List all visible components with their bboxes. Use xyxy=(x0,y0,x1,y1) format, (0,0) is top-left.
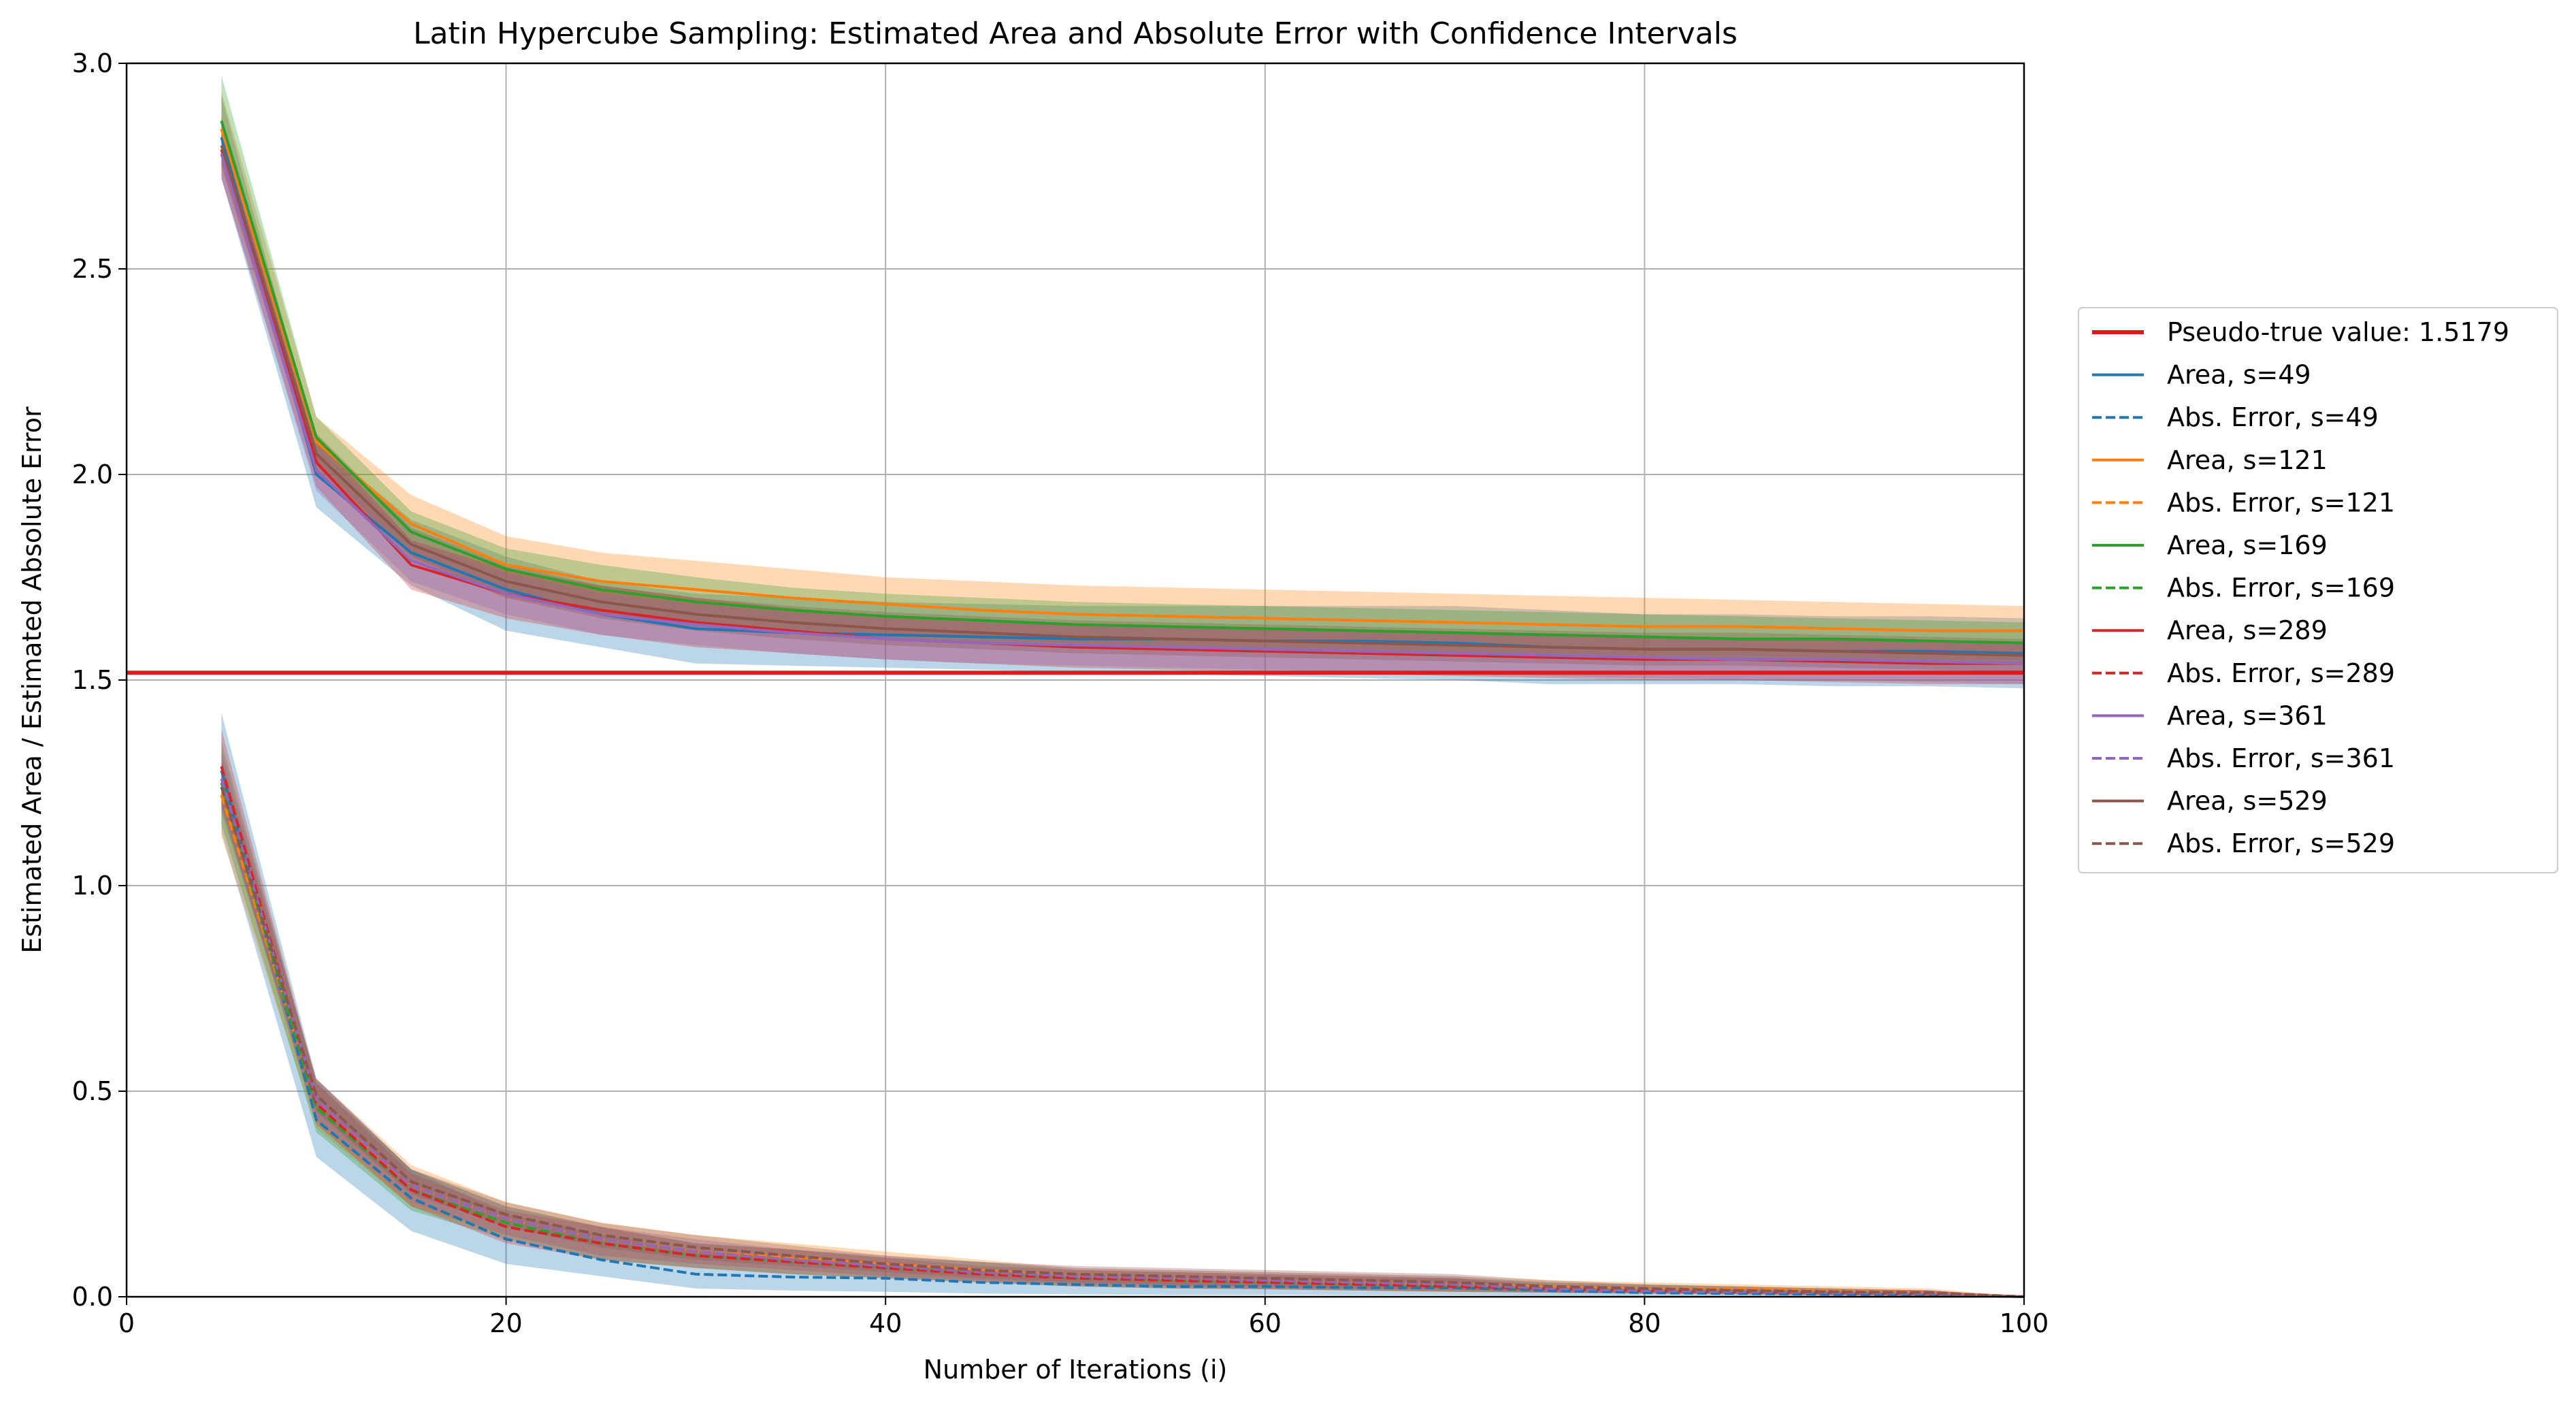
legend-label-4: Abs. Error, s=121 xyxy=(2167,487,2395,517)
series-line-2 xyxy=(220,129,2024,632)
x-axis-ticks: 0 20 40 60 80 100 xyxy=(118,1297,2049,1338)
legend-label-3: Area, s=121 xyxy=(2167,445,2328,475)
legend-label-11: Area, s=529 xyxy=(2167,786,2328,816)
legend-label-2: Abs. Error, s=49 xyxy=(2167,402,2379,432)
series-line-1 xyxy=(220,770,2025,1298)
x-tick-label-3: 60 xyxy=(1249,1308,1282,1338)
legend-label-0: Pseudo-true value: 1.5179 xyxy=(2167,317,2509,347)
legend-label-6: Abs. Error, s=169 xyxy=(2167,573,2395,603)
legend-label-5: Area, s=169 xyxy=(2167,530,2328,560)
series-line-10 xyxy=(220,145,2025,657)
legend-label-8: Abs. Error, s=289 xyxy=(2167,658,2395,688)
series-line-9 xyxy=(220,778,2025,1298)
y-axis-ticks: 0.0 0.5 1.0 1.5 2.0 2.5 3.0 xyxy=(72,48,127,1312)
legend-label-7: Area, s=289 xyxy=(2167,615,2328,645)
legend-box xyxy=(2078,307,2558,873)
legend-label-12: Abs. Error, s=529 xyxy=(2167,828,2395,858)
y-tick-label-6: 3.0 xyxy=(72,48,113,78)
x-tick-label-2: 40 xyxy=(869,1308,902,1338)
series-line-11 xyxy=(220,786,2025,1298)
y-tick-label-0: 0.0 xyxy=(72,1282,113,1312)
y-tick-label-3: 1.5 xyxy=(72,665,113,695)
x-tick-label-0: 0 xyxy=(118,1308,135,1338)
legend-label-10: Abs. Error, s=361 xyxy=(2167,743,2395,773)
series-line-8 xyxy=(220,153,2025,665)
chart-title: Latin Hypercube Sampling: Estimated Area… xyxy=(413,16,1738,51)
ci-band-2 xyxy=(221,92,2025,660)
x-axis-label: Number of Iterations (i) xyxy=(924,1355,1228,1385)
y-tick-label-5: 2.5 xyxy=(72,254,113,284)
y-tick-label-1: 0.5 xyxy=(72,1076,113,1106)
series-line-4 xyxy=(220,120,2025,645)
series-lines xyxy=(220,120,2025,1298)
y-tick-label-4: 2.0 xyxy=(72,459,113,489)
legend-label-1: Area, s=49 xyxy=(2167,360,2311,390)
x-tick-label-5: 100 xyxy=(2000,1308,2049,1338)
x-tick-label-1: 20 xyxy=(489,1308,522,1338)
grid-lines xyxy=(127,63,2024,1297)
y-axis-label: Estimated Area / Estimated Absolute Erro… xyxy=(17,406,47,954)
legend-label-9: Area, s=361 xyxy=(2167,700,2328,730)
x-tick-label-4: 80 xyxy=(1628,1308,1661,1338)
legend: Pseudo-true value: 1.5179 Area, s=49 Abs. … xyxy=(2078,307,2558,873)
y-tick-label-2: 1.0 xyxy=(72,871,113,901)
